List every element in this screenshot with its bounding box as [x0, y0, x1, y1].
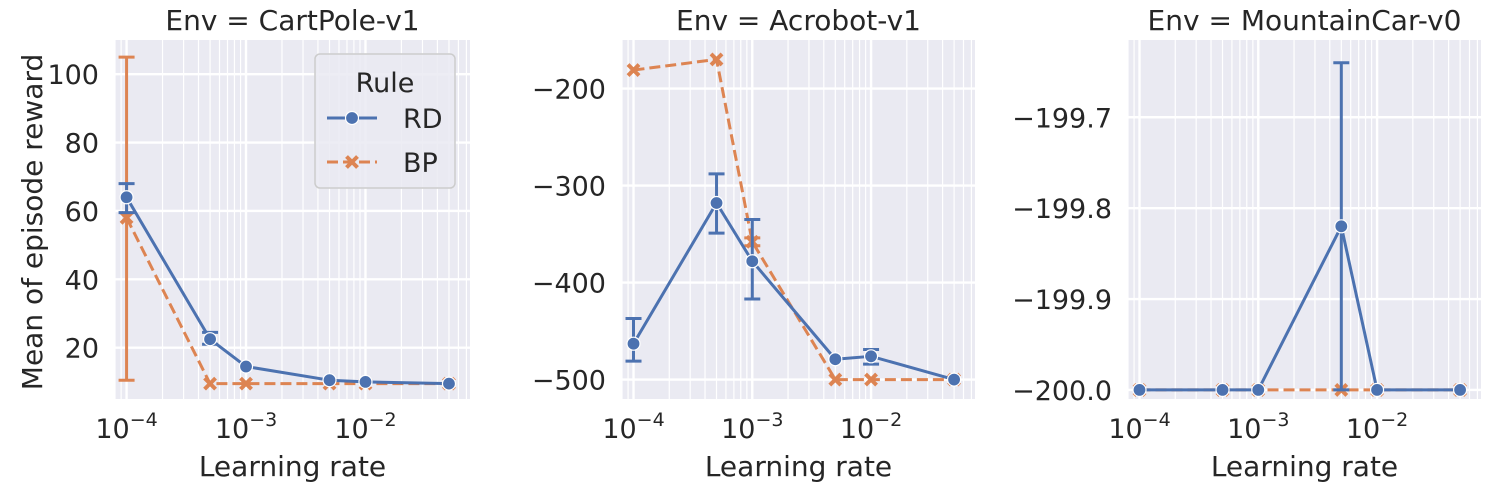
- chart-panel-3: 10−4 10−3 10−2 −199.7 −199.8 −199.9 −200.0 Env …: [1012, 4, 1481, 483]
- legend-label-rd: RD: [403, 104, 443, 135]
- y-tick-label: −500: [532, 366, 606, 397]
- data-point-rd: [441, 376, 457, 391]
- data-point-rd: [745, 254, 760, 269]
- series-rd: [1132, 61, 1468, 398]
- data-point-rd: [828, 352, 843, 367]
- x-axis-label: Learning rate: [1211, 450, 1398, 483]
- y-tick-label: 40: [65, 265, 99, 296]
- data-point-rd: [1132, 382, 1147, 398]
- data-point-rd: [946, 372, 962, 387]
- series-line-rd: [1139, 224, 1461, 392]
- x-tick-label: 10−4: [602, 409, 664, 445]
- x-axis-label: Learning rate: [199, 450, 386, 483]
- panel-background: [622, 40, 975, 399]
- series-rd: [118, 182, 457, 391]
- x-tick-label: 10−2: [1346, 409, 1408, 445]
- x-tick-label: 10−4: [95, 409, 157, 445]
- data-point-rd: [863, 349, 879, 364]
- legend: Rule RD BP: [314, 53, 456, 189]
- data-point-rd: [358, 374, 373, 390]
- data-point-rd: [709, 195, 724, 211]
- x-tick-label: 10−4: [1108, 409, 1170, 445]
- chart-panel-2: 10−4 10−3 10−2 −200 −300 −400 −500 Env = Acrobo…: [532, 4, 975, 483]
- data-point-rd: [626, 336, 641, 351]
- y-tick-label: −199.7: [1012, 103, 1112, 134]
- x-tick-label: 10−2: [840, 409, 902, 445]
- legend-title: Rule: [356, 68, 415, 99]
- data-point-rd: [1369, 382, 1385, 398]
- x-tick-label: 10−2: [334, 409, 396, 445]
- y-axis-label: Mean of episode reward: [16, 54, 49, 390]
- x-axis-label: Learning rate: [705, 450, 892, 483]
- panel-title: Env = CartPole-v1: [165, 4, 419, 37]
- y-tick-label: 20: [65, 334, 99, 365]
- y-tick-label: 80: [65, 129, 99, 160]
- data-point-rd: [1251, 382, 1266, 398]
- data-layer: [625, 52, 962, 387]
- data-point-rd: [119, 190, 134, 205]
- x-tick-label: 10−3: [215, 409, 277, 445]
- data-point-rd: [1334, 219, 1349, 234]
- data-point-rd: [322, 373, 337, 388]
- series-line-rd: [632, 201, 955, 382]
- data-point-bp: [828, 372, 843, 387]
- data-point-bp: [864, 372, 878, 387]
- data-point-rd: [238, 359, 254, 374]
- legend-label-bp: BP: [403, 148, 438, 179]
- y-tick-label: −400: [532, 269, 606, 300]
- panel-background: [1128, 40, 1481, 399]
- series-line-bp: [633, 57, 955, 382]
- legend-box: [314, 53, 456, 189]
- panel-title: Env = MountainCar-v0: [1148, 4, 1462, 37]
- data-layer: [118, 55, 457, 391]
- y-tick-label: −300: [532, 172, 606, 203]
- data-point-bp: [239, 376, 253, 391]
- data-point-rd: [1452, 382, 1468, 398]
- y-tick-label: −200: [532, 75, 606, 106]
- y-tick-label: −200.0: [1012, 376, 1112, 407]
- y-tick-label: −199.8: [1012, 194, 1112, 225]
- y-tick-label: 100: [47, 60, 99, 91]
- panel-title: Env = Acrobot-v1: [676, 4, 921, 37]
- data-point-rd: [202, 332, 218, 347]
- legend-marker-bp: [345, 155, 359, 169]
- legend-marker-rd: [344, 110, 360, 126]
- data-layer: [1132, 61, 1468, 398]
- data-point-bp: [203, 376, 217, 391]
- y-tick-label: −199.9: [1012, 285, 1112, 316]
- chart-panel-1: 10−4 10−3 10−2 20 40 60 80 100 Env = CartPole-v1…: [47, 4, 470, 483]
- data-point-rd: [1215, 382, 1230, 398]
- x-tick-label: 10−3: [721, 409, 783, 445]
- y-tick-label: 60: [65, 197, 99, 228]
- data-point-bp: [709, 52, 724, 67]
- series-rd: [625, 172, 962, 387]
- x-tick-label: 10−3: [1227, 409, 1289, 445]
- data-point-bp: [626, 63, 641, 77]
- series-line-rd: [125, 196, 450, 386]
